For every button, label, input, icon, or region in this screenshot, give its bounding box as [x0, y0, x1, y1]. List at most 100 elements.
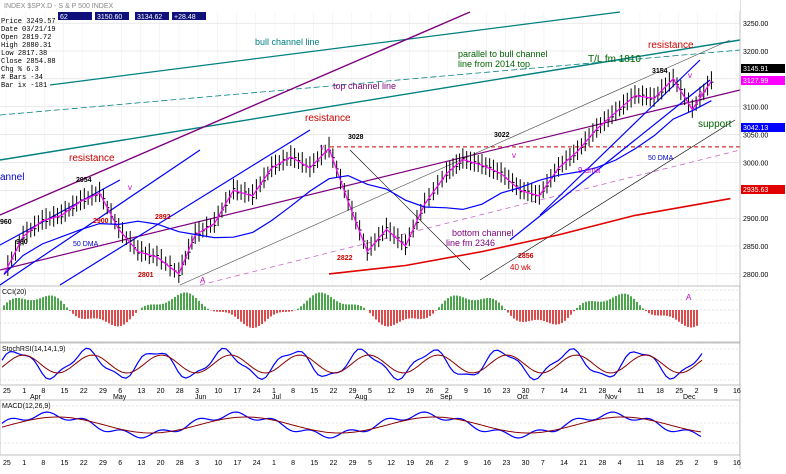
price-label: 3022	[494, 132, 510, 139]
month-label: Nov	[605, 394, 618, 401]
readout-label: Bar ix	[1, 82, 31, 90]
marker-v: v	[320, 143, 324, 152]
month-label: Jun	[195, 394, 206, 401]
blue-line-b	[59, 129, 311, 286]
day-label-bottom: 5	[368, 460, 372, 467]
day-label: 29	[349, 388, 357, 395]
day-label-bottom: 24	[253, 460, 261, 467]
day-label-bottom: 15	[310, 460, 318, 467]
readout-row: Price 3249.57	[1, 18, 56, 26]
stoch-signal	[1, 354, 703, 374]
anno-channel-left: annel	[0, 172, 24, 183]
day-label-bottom: 1	[22, 460, 26, 467]
day-label-bottom: 22	[80, 460, 88, 467]
day-label: 29	[99, 388, 107, 395]
ma-9-line	[3, 77, 712, 275]
anno-parallel-line2: line from 2014 top	[458, 59, 530, 69]
day-label-bottom: 3	[195, 460, 199, 467]
teal-line-1	[0, 39, 741, 161]
month-label: Jul	[272, 394, 281, 401]
price-axis: 3250.003200.003150.003100.003050.003000.…	[739, 0, 786, 469]
day-label-bottom: 19	[406, 460, 414, 467]
day-label: 3	[195, 388, 199, 395]
price-label: 980	[16, 239, 28, 246]
day-label: 25	[3, 388, 11, 395]
day-label: 16	[733, 388, 741, 395]
day-label-bottom: 23	[502, 460, 510, 467]
day-label-bottom: 1	[272, 460, 276, 467]
price-tick-label: 2800.00	[743, 272, 768, 279]
price-tick-label: 3200.00	[743, 49, 768, 56]
header-field-box	[172, 12, 206, 20]
readout-label: Date	[1, 26, 23, 34]
anno-bottom-channel: bottom channel line fm 2346	[446, 228, 516, 248]
stoch-line	[1, 347, 703, 381]
black-line-3	[349, 149, 471, 271]
bull-channel-line	[49, 11, 621, 86]
month-label: May	[113, 394, 127, 401]
price-label: 2856	[518, 253, 534, 260]
cci-frame	[0, 285, 741, 343]
price-badge: 3127.99	[743, 78, 768, 85]
price-badge: 3145.91	[743, 66, 768, 73]
anno-9-dma: 9 dma	[578, 166, 601, 175]
price-tick-label: 3250.00	[743, 21, 768, 28]
day-label: 28	[176, 388, 184, 395]
anno-top-channel-line: top channel line	[333, 81, 396, 91]
readout-row: Open 2819.72	[1, 34, 56, 42]
marker-a: A	[698, 90, 704, 99]
day-label: 25	[675, 388, 683, 395]
blue-line-a	[0, 149, 201, 286]
day-label-bottom: 6	[118, 460, 122, 467]
price-tick-label: 3000.00	[743, 160, 768, 167]
readout-value: 2854.88	[26, 58, 56, 66]
price-badge-bg	[741, 64, 785, 73]
day-label: 20	[157, 388, 165, 395]
marker-a: A	[686, 293, 692, 302]
day-label-bottom: 9	[464, 460, 468, 467]
readout-row: Low 2817.38	[1, 50, 56, 58]
anno-support: support	[698, 119, 732, 130]
header-field: +28.48	[174, 14, 196, 21]
header-bar: INDEX $SPX.D - S & P 500 INDEX 62 3150.60…	[0, 0, 740, 21]
day-label: 11	[637, 388, 644, 395]
day-label-bottom: 18	[656, 460, 664, 467]
day-label: 9	[464, 388, 468, 395]
day-label-bottom: 14	[560, 460, 568, 467]
price-labels: 2954 2900 2892 2801 3028 2822 3022 2856 3154 960 9…	[0, 68, 668, 279]
day-label: 1	[272, 388, 276, 395]
price-badge-bg	[741, 76, 785, 85]
price-label: 3154	[652, 68, 668, 75]
readout-row: Close 2854.88	[1, 58, 56, 66]
day-label: 7	[541, 388, 545, 395]
price-badge: 3042.13	[743, 125, 768, 132]
stochrsi-panel: StochRSI(14,14,1,9)1.00.50.052.050.80	[0, 342, 785, 386]
month-label: Oct	[517, 394, 528, 401]
day-label: 23	[502, 388, 510, 395]
anno-parallel-line1: parallel to bull channel	[458, 49, 548, 59]
day-label-bottom: 2	[445, 460, 449, 467]
month-label: Apr	[30, 394, 42, 401]
blue-channel-up-2	[509, 79, 711, 241]
cci-panel: CCI(20)2001000-200122.97	[0, 285, 785, 343]
price-badge-bg	[741, 185, 785, 194]
readout-row: High 2880.31	[1, 42, 56, 50]
readout-row: Chg % 6.3	[1, 66, 56, 74]
day-label: 6	[118, 388, 122, 395]
price-label: 2892	[155, 214, 171, 221]
readout-label: Close	[1, 58, 27, 66]
day-label: 30	[522, 388, 530, 395]
day-label: 13	[137, 388, 145, 395]
readout-label: # Bars	[1, 74, 31, 82]
ma-200-line	[328, 197, 731, 275]
day-label: 10	[214, 388, 222, 395]
day-label-bottom: 8	[291, 460, 295, 467]
anno-resistance-jul: resistance	[305, 113, 351, 124]
day-label-bottom: 11	[637, 460, 644, 467]
anno-resistance-apr: resistance	[69, 153, 115, 164]
day-label-bottom: 16	[483, 460, 491, 467]
black-line-2	[179, 39, 731, 286]
header-field: 62	[60, 14, 68, 21]
readout-value: 3249.57	[26, 18, 56, 26]
day-label-bottom: 8	[41, 460, 45, 467]
